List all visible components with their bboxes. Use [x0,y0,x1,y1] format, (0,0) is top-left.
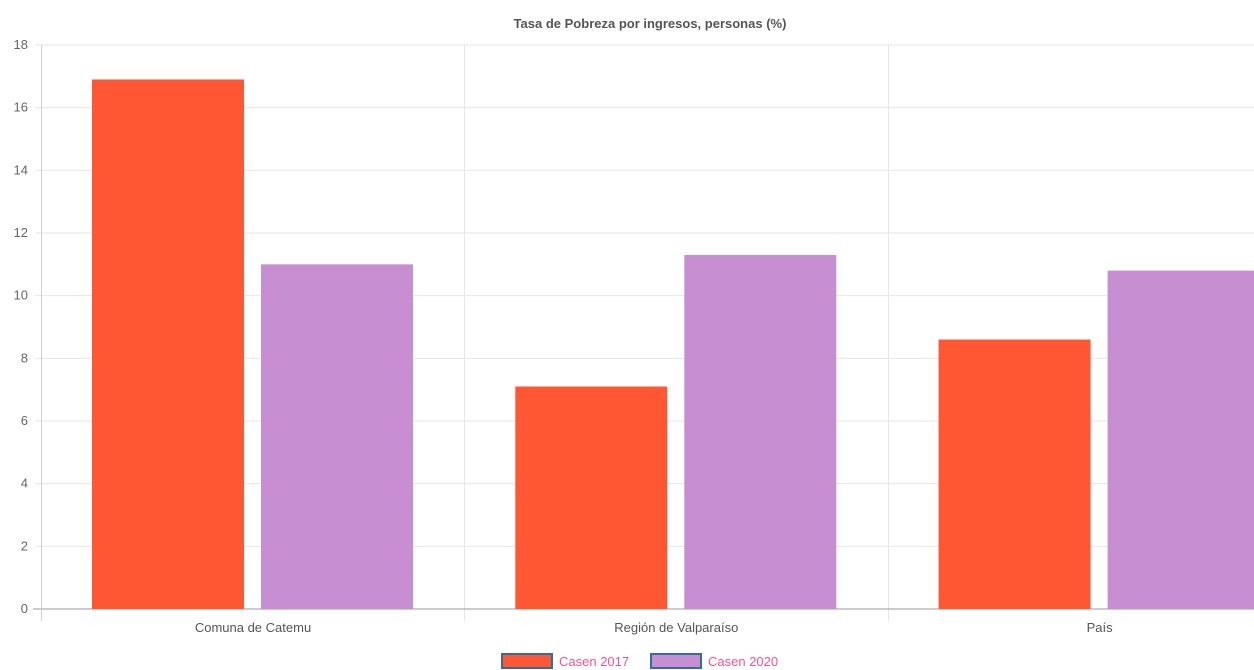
bar-casen-2017-1[interactable] [515,386,668,609]
x-tick-label: Región de Valparaíso [614,620,738,635]
bars [92,79,1254,609]
y-tick-label: 12 [14,225,28,240]
legend-swatch [650,653,702,669]
bar-casen-2020-2[interactable] [1107,270,1254,609]
y-tick-label: 2 [21,538,28,553]
legend-item-casen-2020[interactable]: Casen 2020 [650,653,778,669]
bar-casen-2020-0[interactable] [261,264,413,609]
y-tick-label: 18 [14,37,28,52]
y-tick-label: 0 [21,601,28,616]
y-tick-label: 6 [21,413,28,428]
x-tick-label: País [1087,620,1114,635]
bar-casen-2017-0[interactable] [92,79,244,609]
legend-item-casen-2017[interactable]: Casen 2017 [501,653,629,669]
x-tick-label: Comuna de Catemu [195,620,311,635]
legend-label: Casen 2020 [708,654,778,669]
chart-title: Tasa de Pobreza por ingresos, personas (… [514,16,787,31]
x-tick-labels: Comuna de Catemu Región de Valparaíso País [195,620,1113,635]
y-tick-label: 14 [14,162,28,177]
y-tick-label: 16 [14,100,28,115]
bar-casen-2020-1[interactable] [684,254,837,609]
legend-swatch [501,653,553,669]
y-tick-labels: 0 2 4 6 8 10 12 14 16 18 [14,37,28,616]
legend-label: Casen 2017 [559,654,629,669]
y-tick-label: 8 [21,350,28,365]
y-tick-label: 10 [14,288,28,303]
legend[interactable]: Casen 2017 Casen 2020 [501,653,778,669]
bar-casen-2017-2[interactable] [938,339,1091,609]
y-tick-label: 4 [21,476,28,491]
